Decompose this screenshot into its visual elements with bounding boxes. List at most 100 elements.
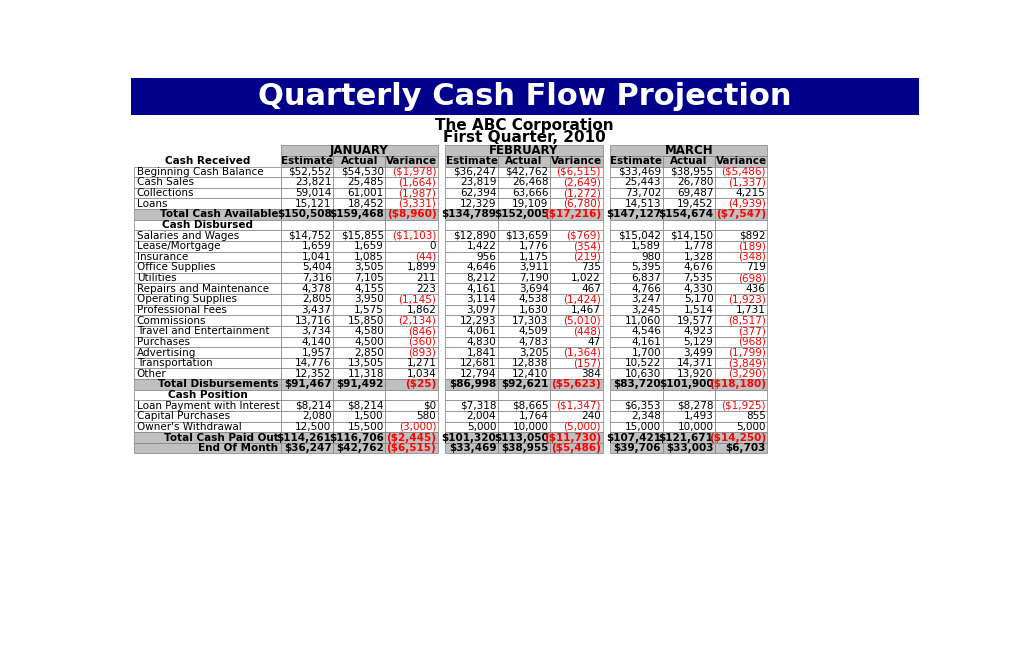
Text: 580: 580 (417, 411, 436, 421)
Bar (445, 369, 498, 379)
Bar (663, 400, 715, 411)
Text: (893): (893) (409, 348, 436, 358)
Text: 4,766: 4,766 (631, 284, 662, 294)
Bar (445, 156, 498, 166)
Text: 4,161: 4,161 (467, 284, 497, 294)
Text: Owner's Withdrawal: Owner's Withdrawal (137, 422, 242, 432)
Text: $107,421: $107,421 (606, 432, 662, 443)
Text: 1,731: 1,731 (736, 305, 766, 315)
Text: $113,050: $113,050 (494, 432, 549, 443)
Text: 62,394: 62,394 (460, 188, 497, 198)
Bar (445, 347, 498, 358)
Text: 13,920: 13,920 (677, 369, 714, 379)
Bar (134, 156, 281, 166)
Text: 0: 0 (430, 241, 436, 252)
Bar (134, 198, 281, 209)
Bar (333, 347, 385, 358)
Bar (281, 273, 333, 283)
Bar (610, 422, 663, 432)
Text: 3,505: 3,505 (354, 263, 384, 272)
Bar (333, 209, 385, 220)
Text: 223: 223 (417, 284, 436, 294)
Bar (385, 400, 438, 411)
Bar (610, 166, 663, 177)
Bar (550, 294, 602, 305)
Bar (333, 294, 385, 305)
Bar (663, 209, 715, 220)
Text: Quarterly Cash Flow Projection: Quarterly Cash Flow Projection (258, 82, 792, 111)
Text: $6,353: $6,353 (625, 400, 662, 411)
Text: ($5,486): ($5,486) (551, 443, 601, 453)
Bar (610, 156, 663, 166)
Bar (498, 400, 550, 411)
Bar (281, 379, 333, 390)
Bar (715, 294, 767, 305)
Text: 2,080: 2,080 (302, 411, 332, 421)
Text: $42,762: $42,762 (506, 167, 549, 177)
Text: 4,161: 4,161 (631, 337, 662, 347)
Text: Variance: Variance (551, 156, 602, 166)
Text: (3,849): (3,849) (728, 358, 766, 368)
Text: $8,278: $8,278 (677, 400, 714, 411)
Bar (445, 326, 498, 337)
Bar (610, 273, 663, 283)
Text: Variance: Variance (716, 156, 767, 166)
Bar (498, 283, 550, 294)
Bar (663, 262, 715, 273)
Text: 2,805: 2,805 (302, 294, 332, 304)
Bar (550, 379, 602, 390)
Text: 1,514: 1,514 (684, 305, 714, 315)
Bar (134, 252, 281, 262)
Text: End Of Month: End Of Month (199, 443, 279, 453)
Text: $54,530: $54,530 (341, 167, 384, 177)
Text: $86,998: $86,998 (450, 380, 497, 389)
Text: 4,580: 4,580 (354, 326, 384, 336)
Text: 25,485: 25,485 (347, 177, 384, 187)
Bar (281, 230, 333, 241)
Bar (715, 411, 767, 422)
Text: 4,140: 4,140 (302, 337, 332, 347)
Text: 10,522: 10,522 (625, 358, 662, 368)
Bar (445, 209, 498, 220)
Bar (550, 358, 602, 369)
Text: 12,352: 12,352 (295, 369, 332, 379)
Text: 5,170: 5,170 (684, 294, 714, 304)
Bar (445, 294, 498, 305)
Bar (715, 198, 767, 209)
Bar (715, 241, 767, 252)
Text: $83,720: $83,720 (613, 380, 662, 389)
Text: ($2,445): ($2,445) (386, 432, 436, 443)
Bar (134, 326, 281, 337)
Bar (281, 262, 333, 273)
Bar (550, 369, 602, 379)
Bar (498, 411, 550, 422)
Text: Cash Sales: Cash Sales (137, 177, 194, 187)
Bar (281, 422, 333, 432)
Bar (498, 209, 550, 220)
Bar (385, 326, 438, 337)
Bar (445, 283, 498, 294)
Bar (281, 177, 333, 188)
Bar (281, 220, 333, 230)
Text: $52,552: $52,552 (289, 167, 332, 177)
Bar (134, 209, 281, 220)
Bar (333, 305, 385, 315)
Bar (550, 220, 602, 230)
Text: 61,001: 61,001 (347, 188, 384, 198)
Text: $0: $0 (423, 400, 436, 411)
Text: (360): (360) (409, 337, 436, 347)
Text: Estimate: Estimate (281, 156, 333, 166)
Bar (134, 358, 281, 369)
Text: (1,424): (1,424) (563, 294, 601, 304)
Text: 956: 956 (476, 252, 497, 262)
Bar (281, 156, 333, 166)
Bar (281, 209, 333, 220)
Text: 12,838: 12,838 (512, 358, 549, 368)
Bar (134, 262, 281, 273)
Bar (663, 198, 715, 209)
Text: 1,271: 1,271 (407, 358, 436, 368)
Bar (663, 422, 715, 432)
Text: 12,681: 12,681 (460, 358, 497, 368)
Text: 3,694: 3,694 (519, 284, 549, 294)
Text: (5,010): (5,010) (563, 316, 601, 326)
